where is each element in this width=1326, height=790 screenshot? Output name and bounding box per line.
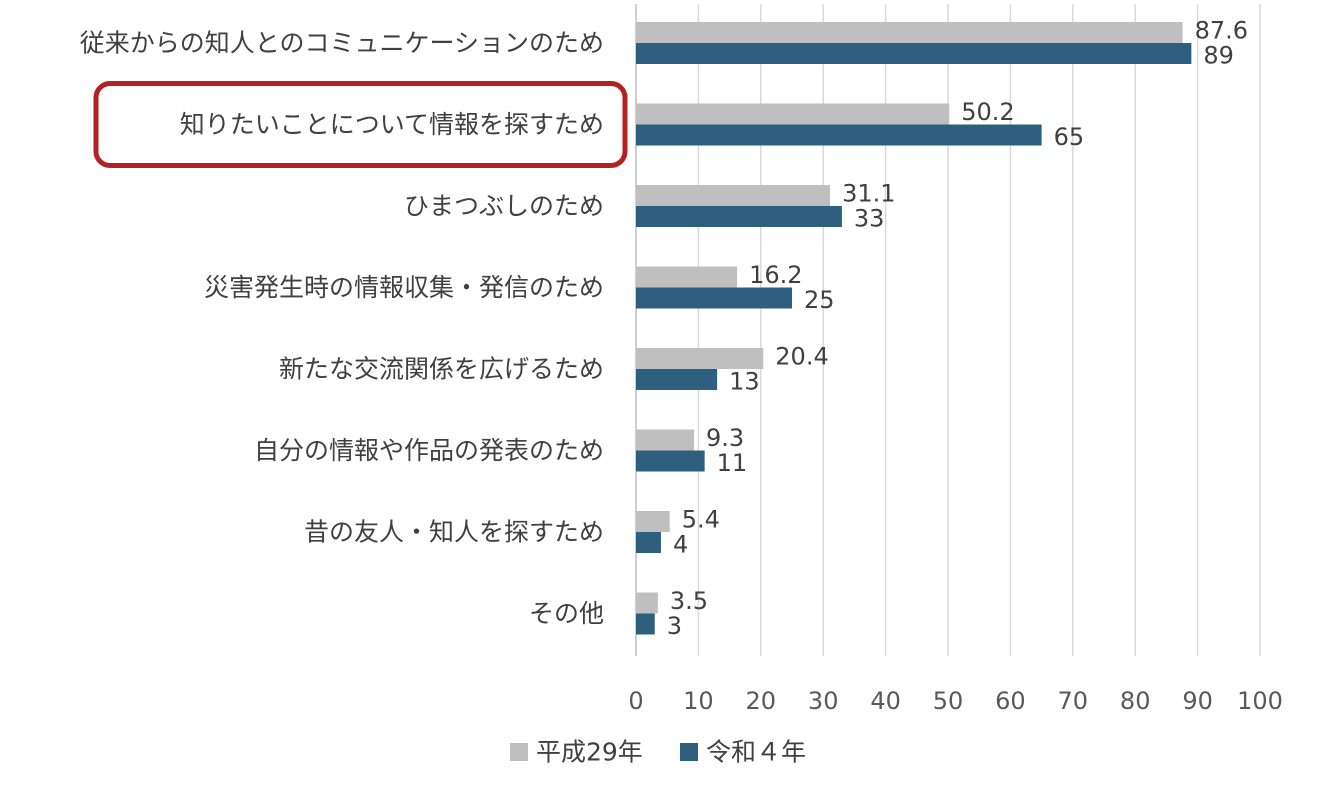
data-labels: 87.689 50.2 65 31.133 16.225 20.4 13 9.311 5.44 3… <box>667 17 1248 641</box>
x-axis-tick-labels: 0 10 20 30 40 50 60 70 80 90 100 <box>628 687 1283 715</box>
bar-series-1-7 <box>636 613 655 635</box>
bar-series-0-0 <box>636 22 1183 43</box>
data-label-series-0-4: 20.4 <box>775 343 828 371</box>
category-label: 新たな交流関係を広げるため <box>279 355 604 384</box>
x-tick-label: 90 <box>1182 687 1213 715</box>
data-label-series-1-6: 4 <box>673 531 688 559</box>
bar-series-0-4 <box>636 348 764 369</box>
bar-series-0-5 <box>636 429 695 451</box>
data-label-series-1-2: 33 <box>854 205 885 233</box>
x-tick-label: 100 <box>1237 687 1283 715</box>
bar-series-0-6 <box>636 511 670 532</box>
bar-series-0-7 <box>636 592 658 614</box>
legend-label-series-0: 平成29年 <box>536 738 643 767</box>
x-tick-label: 60 <box>995 687 1026 715</box>
category-label: 従来からの知人とのコミュニケーションのため <box>80 29 604 58</box>
legend-label-series-1: 令和４年 <box>706 738 806 767</box>
bar-series-0-2 <box>636 185 831 206</box>
bar-series-1-0 <box>636 43 1192 64</box>
x-tick-label: 30 <box>808 687 839 715</box>
data-label-series-1-5: 11 <box>717 449 748 477</box>
bar-series-1-6 <box>636 532 661 553</box>
bar-series-0-3 <box>636 266 738 288</box>
data-label-series-0-1: 50.2 <box>961 98 1014 126</box>
bar-series-1-2 <box>636 206 842 227</box>
data-label-series-0-7: 3.5 <box>670 587 708 615</box>
highlight-box-layer <box>93 81 628 168</box>
data-label-series-0-0: 87.6 <box>1195 17 1248 45</box>
x-tick-label: 10 <box>683 687 714 715</box>
bar-series-1-3 <box>636 287 792 309</box>
x-tick-label: 40 <box>870 687 901 715</box>
gridlines <box>635 4 1261 656</box>
data-label-series-0-6: 5.4 <box>682 506 720 534</box>
bar-series-1-1 <box>636 124 1042 146</box>
x-tick-label: 20 <box>746 687 777 715</box>
x-tick-label: 0 <box>628 687 643 715</box>
legend: 平成29年 令和４年 <box>510 738 806 767</box>
bar-series-1-4 <box>636 369 718 390</box>
highlight-box <box>93 81 628 168</box>
x-tick-label: 70 <box>1058 687 1089 715</box>
bars <box>636 22 1192 635</box>
data-label-series-1-4: 13 <box>729 368 760 396</box>
data-label-series-1-0: 89 <box>1203 42 1234 70</box>
data-label-series-1-1: 65 <box>1054 123 1085 151</box>
bar-series-1-5 <box>636 450 705 472</box>
x-tick-label: 80 <box>1120 687 1151 715</box>
data-label-series-1-3: 25 <box>804 286 835 314</box>
legend-swatch-series-0 <box>510 743 528 761</box>
category-labels: 従来からの知人とのコミュニケーションのため知りたいことについて情報を探すためひま… <box>80 29 604 629</box>
data-label-series-1-7: 3 <box>667 612 682 640</box>
category-label: 知りたいことについて情報を探すため <box>180 110 604 139</box>
legend-swatch-series-1 <box>680 743 698 761</box>
bar-series-0-1 <box>636 103 950 125</box>
data-label-series-0-3: 16.2 <box>749 261 802 289</box>
category-label: その他 <box>529 599 604 628</box>
data-label-series-0-2: 31.1 <box>842 180 895 208</box>
category-label: ひまつぶしのため <box>404 192 604 221</box>
data-label-series-0-5: 9.3 <box>706 424 744 452</box>
x-tick-label: 50 <box>933 687 964 715</box>
category-label: 自分の情報や作品の発表のため <box>254 436 604 465</box>
category-label: 昔の友人・知人を探すため <box>304 518 604 547</box>
category-label: 災害発生時の情報収集・発信のため <box>204 273 604 302</box>
